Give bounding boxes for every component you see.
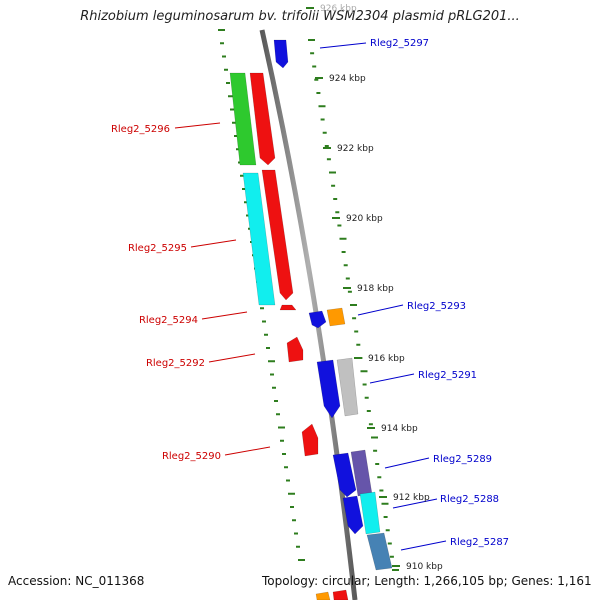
- leader-rleg2-5297: [319, 42, 367, 49]
- gene-label-rleg2-5287[interactable]: Rleg2_5287: [450, 537, 509, 548]
- gene-5295-cyan: [242, 172, 276, 306]
- gene-label-rleg2-5292[interactable]: Rleg2_5292: [146, 358, 205, 369]
- gene-5296-red: [249, 72, 276, 166]
- gene-label-rleg2-5293[interactable]: Rleg2_5293: [407, 301, 466, 312]
- scale-label: 922 kbp: [337, 144, 374, 154]
- gene-5288-blue: [342, 495, 364, 535]
- scale-label: 920 kbp: [346, 214, 383, 224]
- gene-label-rleg2-5294[interactable]: Rleg2_5294: [139, 315, 198, 326]
- gene-5291-blue: [316, 359, 341, 419]
- scale-label: 924 kbp: [329, 74, 366, 84]
- scale-label: 916 kbp: [368, 354, 405, 364]
- gene-5289-blue: [332, 452, 357, 498]
- gene-label-rleg2-5295[interactable]: Rleg2_5295: [128, 243, 187, 254]
- gene-5291-gray: [336, 357, 359, 417]
- gene-label-rleg2-5289[interactable]: Rleg2_5289: [433, 454, 492, 465]
- backbone: [259, 29, 358, 600]
- leader-rleg2-5291: [369, 373, 415, 384]
- gene-5290-red: [301, 423, 319, 457]
- leader-rleg2-5293: [357, 304, 404, 316]
- leader-rleg2-5295: [190, 239, 237, 248]
- gene-5292-red: [286, 336, 304, 363]
- scale-label: 910 kbp: [406, 562, 443, 572]
- gene-5297-blue: [273, 39, 289, 69]
- scale-label: 912 kbp: [393, 493, 430, 503]
- gene-5287-orange: [315, 591, 331, 600]
- scale-label: 914 kbp: [381, 424, 418, 434]
- gene-label-rleg2-5296[interactable]: Rleg2_5296: [111, 124, 170, 135]
- gene-5287-steel: [366, 532, 393, 571]
- scale-label: 918 kbp: [357, 284, 394, 294]
- scale-labels: 926 kbp 924 kbp 922 kbp 920 kbp 918 kbp 916 k…: [306, 4, 443, 572]
- gene-5295-red: [261, 169, 294, 301]
- leader-rleg2-5290: [224, 446, 271, 456]
- gene-features: [229, 39, 393, 600]
- gene-labels: Rleg2_5297 Rleg2_5296 Rleg2_5295 Rleg2_5294…: [111, 38, 509, 548]
- gene-5294-red: [279, 304, 297, 311]
- topology-summary: Topology: circular; Length: 1,266,105 bp…: [262, 574, 592, 588]
- leader-rleg2-5288: [392, 498, 438, 509]
- map-title: Rhizobium leguminosarum bv. trifolii WSM…: [80, 9, 520, 24]
- leader-rleg2-5294: [201, 311, 248, 320]
- gene-label-rleg2-5297[interactable]: Rleg2_5297: [370, 38, 429, 49]
- leader-rleg2-5287: [400, 540, 447, 551]
- gene-5287-red: [332, 589, 349, 600]
- gene-label-rleg2-5288[interactable]: Rleg2_5288: [440, 494, 499, 505]
- leader-rleg2-5292: [208, 353, 256, 363]
- leader-rleg2-5289: [384, 457, 430, 469]
- gene-label-rleg2-5290[interactable]: Rleg2_5290: [162, 451, 221, 462]
- scale-label: 926 kbp: [320, 4, 357, 14]
- gene-5296-green: [229, 72, 257, 166]
- gene-5293-blue: [308, 310, 327, 329]
- gene-label-rleg2-5291[interactable]: Rleg2_5291: [418, 370, 477, 381]
- accession-text: Accession: NC_011368: [8, 574, 145, 588]
- leader-rleg2-5296: [174, 122, 221, 129]
- gene-5293-orange: [326, 307, 346, 327]
- gene-5288-cyan: [359, 491, 381, 535]
- label-leaders: [174, 42, 447, 551]
